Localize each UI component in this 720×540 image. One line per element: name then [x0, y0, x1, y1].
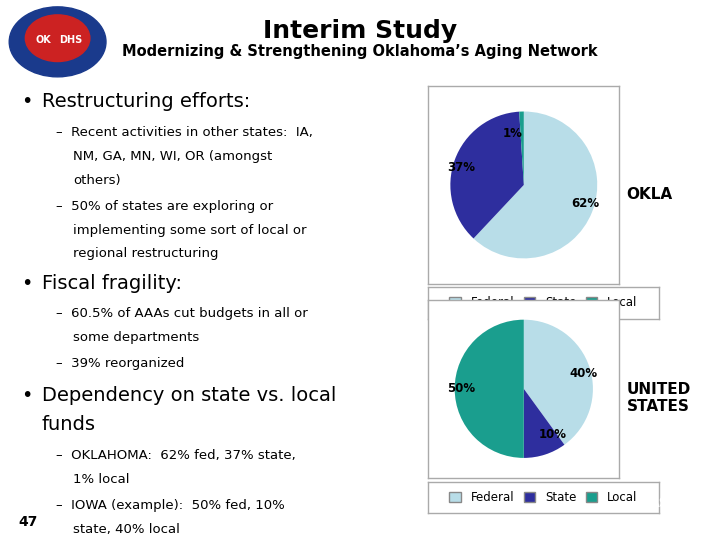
- Text: 10%: 10%: [539, 428, 567, 441]
- Circle shape: [25, 15, 90, 62]
- Text: 47: 47: [18, 515, 37, 529]
- Text: –  OKLAHOMA:  62% fed, 37% state,: – OKLAHOMA: 62% fed, 37% state,: [56, 449, 296, 462]
- Text: some departments: some departments: [73, 332, 199, 345]
- Text: Interim Study: Interim Study: [263, 19, 457, 43]
- Wedge shape: [523, 389, 564, 458]
- Text: Fiscal fragility:: Fiscal fragility:: [42, 274, 182, 293]
- Text: OK: OK: [35, 36, 51, 45]
- Text: •: •: [21, 92, 32, 111]
- Text: 1% local: 1% local: [73, 473, 130, 486]
- Legend: Federal, State, Local: Federal, State, Local: [447, 294, 639, 312]
- Text: 1%: 1%: [503, 127, 522, 140]
- Text: others): others): [73, 173, 120, 187]
- Text: –  50% of states are exploring or: – 50% of states are exploring or: [56, 200, 274, 213]
- Text: 62%: 62%: [572, 198, 600, 211]
- Wedge shape: [451, 112, 523, 239]
- Wedge shape: [455, 320, 524, 458]
- Text: regional restructuring: regional restructuring: [73, 247, 218, 260]
- Text: Modernizing & Strengthening Oklahoma’s Aging Network: Modernizing & Strengthening Oklahoma’s A…: [122, 44, 598, 59]
- Circle shape: [9, 7, 106, 77]
- Text: –  IOWA (example):  50% fed, 10%: – IOWA (example): 50% fed, 10%: [56, 499, 285, 512]
- Text: OKLA: OKLA: [626, 187, 672, 202]
- Text: DHS: DHS: [60, 36, 83, 45]
- Text: NM, GA, MN, WI, OR (amongst: NM, GA, MN, WI, OR (amongst: [73, 150, 272, 163]
- Wedge shape: [519, 111, 524, 185]
- Legend: Federal, State, Local: Federal, State, Local: [447, 489, 639, 506]
- Text: 50%: 50%: [447, 382, 475, 395]
- Text: •: •: [21, 274, 32, 293]
- Text: –  39% reorganized: – 39% reorganized: [56, 357, 185, 370]
- Text: 37%: 37%: [447, 161, 475, 174]
- Text: –  Recent activities in other states:  IA,: – Recent activities in other states: IA,: [56, 126, 313, 139]
- Text: 40%: 40%: [570, 367, 598, 380]
- Text: Restructuring efforts:: Restructuring efforts:: [42, 92, 250, 111]
- Text: ASU: ASU: [649, 496, 681, 510]
- Wedge shape: [474, 111, 597, 258]
- Wedge shape: [523, 320, 593, 445]
- Text: –  60.5% of AAAs cut budgets in all or: – 60.5% of AAAs cut budgets in all or: [56, 307, 308, 320]
- Text: Dependency on state vs. local: Dependency on state vs. local: [42, 386, 336, 404]
- Text: implementing some sort of local or: implementing some sort of local or: [73, 224, 307, 237]
- Text: UNITED
STATES: UNITED STATES: [626, 381, 690, 414]
- Text: funds: funds: [42, 415, 96, 434]
- Text: •: •: [21, 386, 32, 404]
- Text: state, 40% local: state, 40% local: [73, 523, 180, 536]
